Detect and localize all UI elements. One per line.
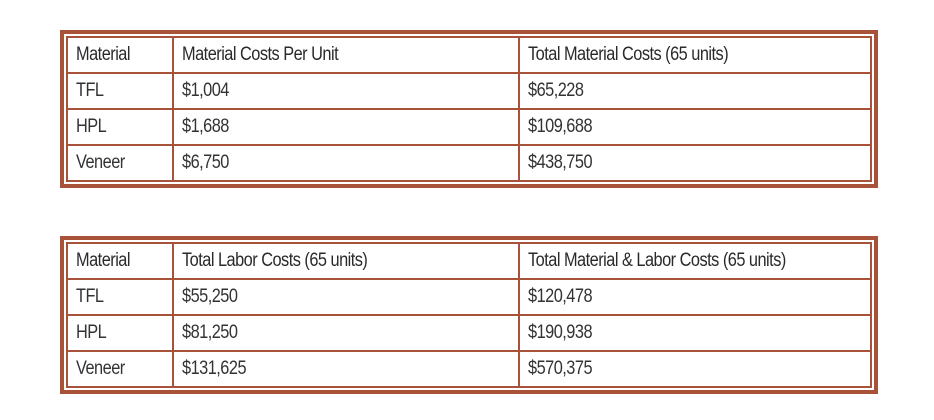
cell-text: Veneer (76, 358, 125, 379)
cell-text: $6,750 (182, 152, 229, 173)
table-cell: TFL (66, 278, 174, 316)
table-cell: $570,375 (518, 350, 872, 388)
table-header-row: Material Total Labor Costs (65 units) To… (66, 242, 872, 280)
cell-text: $1,004 (182, 80, 229, 101)
header-material: Material (76, 250, 131, 271)
table-cell: $1,688 (172, 108, 520, 146)
cell-text: HPL (76, 116, 107, 137)
table-cell: TFL (66, 72, 174, 110)
cell-text: $109,688 (528, 116, 593, 137)
cell-text: $131,625 (182, 358, 247, 379)
header-total-labor-costs: Total Labor Costs (65 units) (182, 250, 368, 271)
header-total-material-labor-costs: Total Material & Labor Costs (65 units) (528, 250, 786, 271)
header-cell: Total Material & Labor Costs (65 units) (518, 242, 872, 280)
header-material-costs-per-unit: Material Costs Per Unit (182, 44, 339, 65)
cell-text: TFL (76, 80, 104, 101)
cell-text: $55,250 (182, 286, 238, 307)
cell-text: $1,688 (182, 116, 229, 137)
labor-costs-table: Material Total Labor Costs (65 units) To… (60, 236, 878, 394)
cell-text: HPL (76, 322, 107, 343)
table-cell: $55,250 (172, 278, 520, 316)
table-cell: $131,625 (172, 350, 520, 388)
cell-text: Veneer (76, 152, 125, 173)
header-cell: Material (66, 36, 174, 74)
cell-text: $120,478 (528, 286, 593, 307)
header-cell: Material Costs Per Unit (172, 36, 520, 74)
table-cell: $438,750 (518, 144, 872, 182)
table-cell: $109,688 (518, 108, 872, 146)
header-cell: Material (66, 242, 174, 280)
table-row: TFL $55,250 $120,478 (66, 278, 872, 316)
table-cell: $190,938 (518, 314, 872, 352)
table-cell: HPL (66, 314, 174, 352)
table-row: Veneer $6,750 $438,750 (66, 144, 872, 182)
table-cell: Veneer (66, 144, 174, 182)
header-cell: Total Labor Costs (65 units) (172, 242, 520, 280)
cell-text: TFL (76, 286, 104, 307)
table-cell: HPL (66, 108, 174, 146)
table-cell: $65,228 (518, 72, 872, 110)
table-cell: $6,750 (172, 144, 520, 182)
cell-text: $438,750 (528, 152, 593, 173)
header-material: Material (76, 44, 131, 65)
table-row: HPL $81,250 $190,938 (66, 314, 872, 352)
table-cell: $120,478 (518, 278, 872, 316)
table-cell: Veneer (66, 350, 174, 388)
table-header-row: Material Material Costs Per Unit Total M… (66, 36, 872, 74)
cell-text: $65,228 (528, 80, 584, 101)
material-costs-table: Material Material Costs Per Unit Total M… (60, 30, 878, 188)
table-row: Veneer $131,625 $570,375 (66, 350, 872, 388)
cell-text: $570,375 (528, 358, 593, 379)
table-row: HPL $1,688 $109,688 (66, 108, 872, 146)
table-cell: $1,004 (172, 72, 520, 110)
cell-text: $190,938 (528, 322, 593, 343)
table-cell: $81,250 (172, 314, 520, 352)
cell-text: $81,250 (182, 322, 238, 343)
table-row: TFL $1,004 $65,228 (66, 72, 872, 110)
header-total-material-costs: Total Material Costs (65 units) (528, 44, 729, 65)
header-cell: Total Material Costs (65 units) (518, 36, 872, 74)
